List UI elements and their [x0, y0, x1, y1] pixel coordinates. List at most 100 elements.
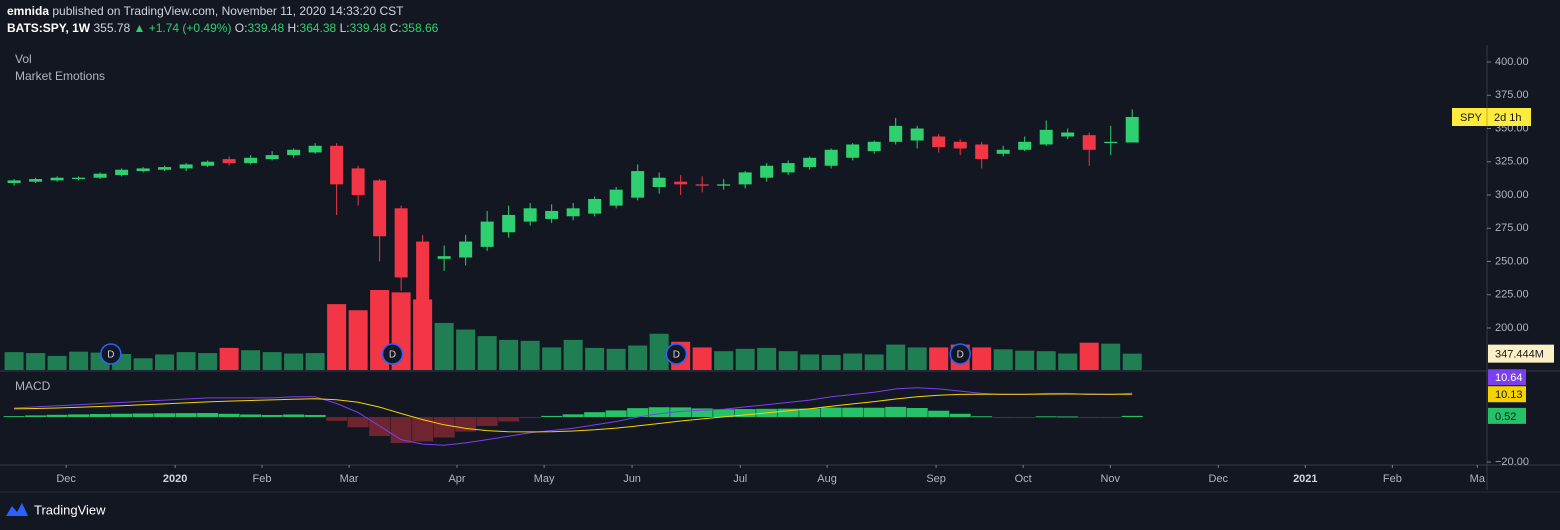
macd-histogram-bar [1078, 417, 1100, 419]
volume-bar [348, 310, 368, 370]
x-tick-label: 2021 [1293, 473, 1317, 485]
x-tick-label: Dec [1208, 473, 1228, 485]
macd-histogram-bar [777, 408, 799, 418]
candle-body [265, 155, 279, 160]
volume-bar [843, 353, 863, 370]
macd-histogram-bar [111, 413, 133, 418]
candle-body [889, 125, 903, 142]
macd-value-label: 10.64 [1495, 372, 1523, 384]
volume-bar [434, 322, 454, 370]
macd-histogram-bar [3, 416, 25, 418]
macd-histogram-bar [992, 417, 1014, 419]
macd-value-badge [1488, 386, 1526, 403]
macd-histogram-bar [1014, 417, 1036, 419]
volume-bar [1036, 351, 1056, 370]
candle-body [717, 184, 731, 186]
macd-histogram-bar [584, 412, 606, 418]
candle-body [1082, 135, 1096, 150]
volume-bar [649, 333, 669, 370]
volume-bar [155, 354, 175, 370]
candle-body [330, 145, 344, 185]
price: 355.78 [93, 21, 131, 35]
macd-histogram-bar [906, 408, 928, 418]
volume-bar [4, 352, 24, 370]
change: ▲ +1.74 (+0.49%) [133, 21, 232, 35]
candle-body [566, 208, 580, 217]
volume-bar [929, 347, 949, 370]
pane-label: Market Emotions [15, 69, 105, 83]
candle-body [29, 179, 43, 182]
price-badge-countdown: 2d 1h [1494, 112, 1522, 124]
macd-histogram-bar [713, 409, 735, 418]
macd-histogram-bar [1035, 416, 1057, 418]
candle-body [416, 241, 430, 301]
macd-histogram-bar [1100, 417, 1122, 419]
x-tick-label: Sep [926, 473, 946, 485]
volume-bar [413, 299, 433, 370]
y-tick-label: 275.00 [1495, 222, 1529, 234]
volume-bar [1015, 350, 1035, 370]
y-tick-label: 325.00 [1495, 156, 1529, 168]
candle-body [158, 167, 172, 170]
volume-bar [563, 339, 583, 370]
macd-histogram-bar [820, 407, 842, 418]
footer-brand: TradingView [34, 502, 106, 517]
candle-body [115, 169, 129, 176]
x-tick-label: Jul [733, 473, 747, 485]
x-tick-label: Apr [448, 473, 465, 485]
volume-bar [757, 347, 777, 370]
macd-histogram-bar [476, 417, 498, 426]
candle-body [244, 157, 258, 164]
macd-line [14, 393, 1133, 433]
volume-bar [69, 351, 89, 370]
volume-bar [778, 351, 798, 370]
macd-histogram-bar [1057, 416, 1079, 418]
volume-bar [800, 354, 820, 370]
macd-histogram-bar [218, 413, 240, 418]
dividend-marker [100, 343, 122, 365]
y-tick-label: 250.00 [1495, 255, 1529, 267]
macd-value-label: 0.52 [1495, 411, 1516, 423]
price-badge [1452, 107, 1531, 126]
volume-bar [26, 353, 46, 370]
macd-histogram-bar [648, 407, 670, 418]
macd-histogram-bar [949, 413, 971, 418]
volume-bar [907, 347, 927, 370]
candle-body [502, 214, 516, 233]
volume-bar [1058, 353, 1078, 370]
candle-body [437, 256, 451, 259]
candle-body [394, 208, 408, 278]
macd-histogram-bar [498, 417, 520, 422]
x-tick-label: Ma [1470, 473, 1486, 485]
candle-body [222, 159, 236, 164]
macd-histogram-bar [412, 417, 434, 442]
volume-bar [198, 353, 218, 370]
x-tick-label: Mar [340, 473, 359, 485]
volume-bar [606, 348, 626, 370]
volume-bar [262, 352, 282, 370]
candle-body [932, 136, 946, 148]
candle-body [588, 198, 602, 214]
candle-body [308, 145, 322, 153]
candle-body [1039, 129, 1053, 145]
ohlc-label: C: [389, 21, 402, 35]
dividend-label: D [107, 350, 114, 361]
macd-histogram-bar [928, 410, 950, 418]
candle-body [910, 128, 924, 141]
candle-body [738, 172, 752, 185]
ohlc-value: 364.38 [299, 21, 337, 35]
macd-histogram-bar [175, 413, 197, 418]
candle-body [824, 149, 838, 166]
ohlc-label: O: [234, 21, 248, 35]
candle-body [975, 144, 989, 160]
candle-body [760, 165, 774, 178]
y-tick-label: 375.00 [1495, 89, 1529, 101]
candle-body [480, 221, 494, 247]
volume-badge [1488, 344, 1554, 363]
macd-histogram-bar [261, 414, 283, 418]
macd-histogram-bar [283, 414, 305, 418]
volume-bar [47, 355, 67, 370]
candle-body [781, 163, 795, 173]
